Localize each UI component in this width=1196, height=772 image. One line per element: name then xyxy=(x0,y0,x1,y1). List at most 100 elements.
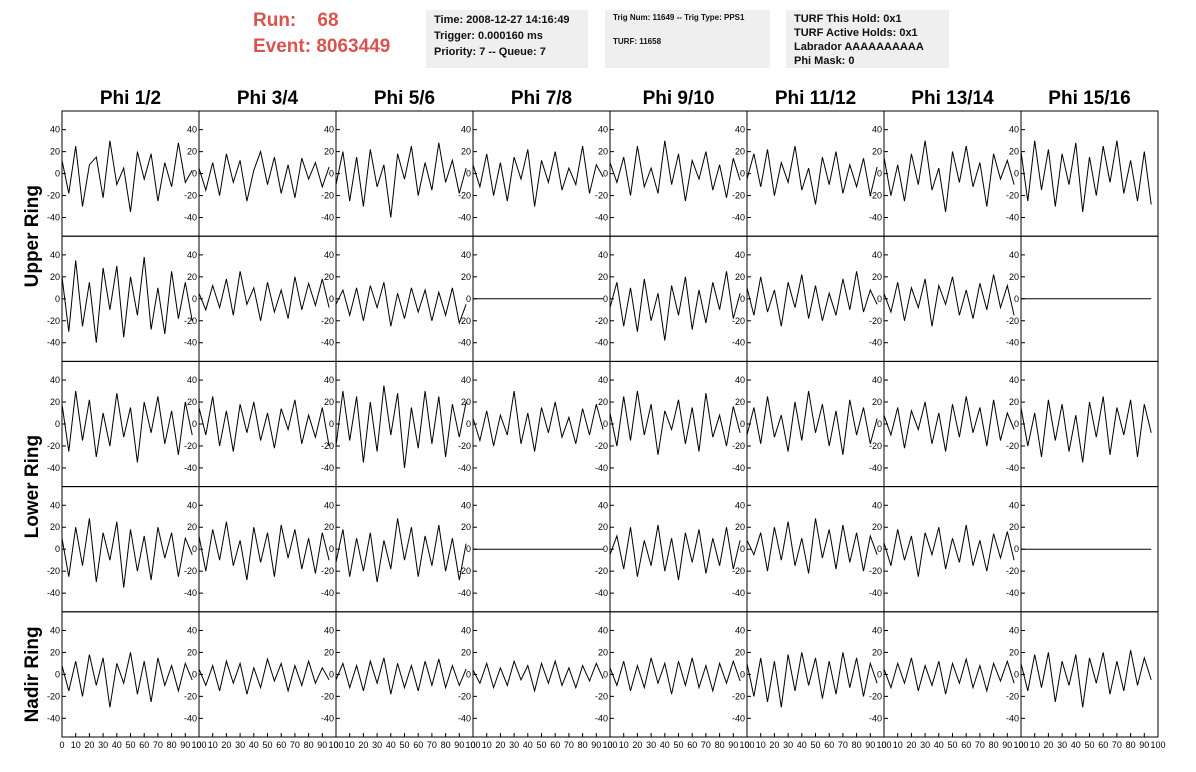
turf-box: TURF This Hold: 0x1 TURF Active Holds: 0… xyxy=(786,10,949,68)
y-tick-label: 20 xyxy=(50,397,60,407)
y-tick-label: 40 xyxy=(1009,125,1019,135)
info-line: TURF Active Holds: 0x1 xyxy=(794,27,918,39)
waveform xyxy=(61,652,193,708)
panel-frame xyxy=(472,611,611,738)
panel-frame xyxy=(335,110,474,237)
panel-frame xyxy=(335,486,474,613)
y-tick-label: -40 xyxy=(458,213,471,223)
panel-frame xyxy=(746,110,885,237)
waveform xyxy=(883,657,1015,695)
y-tick-label: 40 xyxy=(324,500,334,510)
y-tick-label: 20 xyxy=(187,647,197,657)
x-tick-label: 60 xyxy=(1098,740,1108,750)
x-tick-label: 50 xyxy=(399,740,409,750)
y-tick-label: 20 xyxy=(872,147,882,157)
column-header: Phi 3/4 xyxy=(237,88,299,109)
x-tick-label: 100 xyxy=(739,740,754,750)
y-tick-label: -20 xyxy=(732,441,745,451)
y-tick-label: 20 xyxy=(324,522,334,532)
waveform xyxy=(472,659,604,693)
y-tick-label: -40 xyxy=(869,213,882,223)
y-tick-label: -20 xyxy=(47,566,60,576)
y-tick-label: -20 xyxy=(869,691,882,701)
y-tick-label: 20 xyxy=(872,272,882,282)
y-tick-label: -20 xyxy=(184,441,197,451)
y-tick-label: -40 xyxy=(1006,713,1019,723)
waveform xyxy=(609,524,741,581)
y-tick-label: 0 xyxy=(466,294,471,304)
info-line: Phi Mask: 0 xyxy=(794,55,855,67)
panel-frame xyxy=(746,611,885,738)
x-tick-label: 20 xyxy=(495,740,505,750)
panel-frame xyxy=(61,611,200,738)
y-tick-label: 40 xyxy=(735,250,745,260)
y-tick-label: 0 xyxy=(877,294,882,304)
panel-frame xyxy=(883,486,1022,613)
x-tick-label: 20 xyxy=(84,740,94,750)
time-box: Time: 2008-12-27 14:16:49 Trigger: 0.000… xyxy=(426,10,588,68)
y-tick-label: 0 xyxy=(740,669,745,679)
y-tick-label: -20 xyxy=(595,316,608,326)
y-tick-label: 0 xyxy=(329,669,334,679)
waveform xyxy=(746,518,878,574)
y-tick-label: 0 xyxy=(192,169,197,179)
x-tick-label: 50 xyxy=(536,740,546,750)
run-info: Run: 68 Event: 8063449 xyxy=(253,8,390,60)
x-tick-label: 30 xyxy=(235,740,245,750)
panel-frame xyxy=(198,235,337,362)
waveform xyxy=(335,142,467,218)
y-tick-label: 0 xyxy=(466,419,471,429)
y-tick-label: 20 xyxy=(324,647,334,657)
y-tick-label: -40 xyxy=(184,713,197,723)
y-tick-label: 0 xyxy=(192,294,197,304)
x-tick-label: 20 xyxy=(1043,740,1053,750)
waveform xyxy=(1020,396,1152,463)
x-tick-label: 50 xyxy=(947,740,957,750)
y-tick-label: 20 xyxy=(50,147,60,157)
y-tick-label: -40 xyxy=(1006,463,1019,473)
x-tick-label: 70 xyxy=(701,740,711,750)
column-header: Phi 1/2 xyxy=(100,88,161,109)
x-tick-label: 90 xyxy=(1002,740,1012,750)
waveform xyxy=(746,652,878,708)
x-tick-label: 40 xyxy=(523,740,533,750)
x-tick-label: 40 xyxy=(249,740,259,750)
x-tick-label: 40 xyxy=(1071,740,1081,750)
event-label: Event: xyxy=(253,36,312,57)
panel-frame xyxy=(883,110,1022,237)
panel-frame xyxy=(198,486,337,613)
y-tick-label: 20 xyxy=(1009,522,1019,532)
x-tick-label: 30 xyxy=(783,740,793,750)
y-tick-label: -20 xyxy=(47,316,60,326)
info-line: TURF This Hold: 0x1 xyxy=(794,13,902,25)
info-line: Trig Num: 11649 -- Trig Type: PPS1 xyxy=(613,13,745,22)
waveform xyxy=(198,396,330,452)
y-tick-label: -20 xyxy=(458,691,471,701)
x-tick-label: 90 xyxy=(1139,740,1149,750)
ring-label: Nadir Ring xyxy=(22,626,43,722)
y-tick-label: -20 xyxy=(458,191,471,201)
y-tick-label: 20 xyxy=(324,272,334,282)
y-tick-label: 20 xyxy=(735,272,745,282)
y-tick-label: -40 xyxy=(47,463,60,473)
x-tick-label: 40 xyxy=(934,740,944,750)
x-tick-label: 80 xyxy=(441,740,451,750)
waveform xyxy=(61,518,193,588)
y-tick-label: -40 xyxy=(732,713,745,723)
y-tick-label: 40 xyxy=(598,375,608,385)
y-tick-label: 20 xyxy=(461,522,471,532)
waveform xyxy=(883,524,1015,577)
y-tick-label: 40 xyxy=(324,625,334,635)
x-tick-label: 20 xyxy=(906,740,916,750)
x-tick-label: 40 xyxy=(386,740,396,750)
y-tick-label: 0 xyxy=(603,294,608,304)
x-tick-label: 80 xyxy=(578,740,588,750)
y-tick-label: 0 xyxy=(603,669,608,679)
x-tick-label: 80 xyxy=(304,740,314,750)
x-tick-label: 30 xyxy=(372,740,382,750)
x-tick-label: 10 xyxy=(893,740,903,750)
y-tick-label: 20 xyxy=(872,397,882,407)
x-tick-label: 40 xyxy=(797,740,807,750)
y-tick-label: -20 xyxy=(321,691,334,701)
y-tick-label: -20 xyxy=(184,191,197,201)
